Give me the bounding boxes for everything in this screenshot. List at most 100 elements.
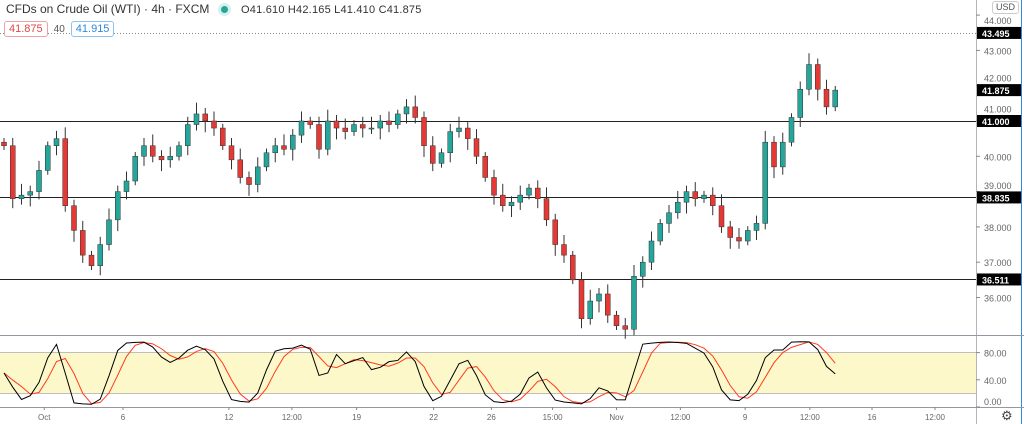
candle: [316, 124, 322, 150]
time-tick-label: 16: [868, 413, 877, 422]
candle: [193, 113, 200, 125]
price-tick-label: 37.000: [984, 258, 1012, 268]
spread-value: 40: [53, 23, 65, 35]
candle: [561, 244, 567, 256]
candle: [272, 145, 278, 154]
candle: [447, 131, 453, 154]
gear-icon[interactable]: ⚙: [1001, 408, 1013, 423]
price-label-badge: [977, 84, 1021, 97]
symbol-title[interactable]: CFDs on Crude Oil (WTI) · 4h · FXCM: [6, 2, 210, 16]
candle: [552, 219, 558, 245]
buy-price-button[interactable]: 41.915: [70, 21, 115, 37]
price-tick-label: 39.000: [984, 181, 1012, 191]
candle: [526, 187, 532, 196]
time-tick-label: 12:00: [925, 413, 946, 422]
candle: [377, 120, 383, 129]
time-tick-label: 15:00: [543, 413, 564, 422]
price-label-badge: [977, 115, 1021, 127]
price-tick-label: 36.000: [984, 294, 1012, 304]
time-tick-label: 9: [743, 413, 748, 422]
candle: [683, 191, 690, 203]
time-tick-label: 26: [487, 413, 496, 422]
candle: [465, 127, 471, 139]
candle: [692, 191, 698, 199]
candle: [97, 244, 103, 266]
time-tick-label: 22: [429, 413, 438, 422]
price-label-badge: [977, 26, 1021, 39]
candle: [823, 88, 830, 108]
oscillator-tick-label: 40.00: [984, 376, 1007, 386]
candle: [421, 117, 427, 146]
candle: [88, 254, 95, 266]
price-label: 41.875: [982, 86, 1010, 96]
candle: [106, 219, 112, 245]
time-tick-label: 12:00: [282, 413, 303, 422]
candle: [701, 194, 707, 199]
candle: [132, 156, 138, 182]
candle: [255, 166, 261, 185]
candle: [281, 145, 287, 150]
candle: [613, 314, 620, 326]
time-tick-label: Oct: [38, 413, 51, 422]
candle: [115, 191, 121, 221]
candle: [657, 223, 663, 242]
stochastic-d-line: [3, 341, 836, 405]
price-label: 38.835: [982, 193, 1010, 203]
time-tick-label: Nov: [609, 413, 623, 422]
candle: [570, 254, 576, 281]
candle: [780, 141, 786, 168]
candle: [176, 145, 182, 157]
currency-button[interactable]: USD: [992, 1, 1020, 14]
candle: [578, 279, 585, 319]
candle: [360, 124, 366, 129]
candle: [263, 152, 270, 168]
candle: [1, 141, 7, 146]
candle: [482, 156, 488, 178]
candle: [395, 113, 401, 125]
stochastic-k-line: [3, 341, 836, 405]
candle: [386, 120, 392, 125]
candle: [298, 120, 305, 136]
price-tick-label: 44.000: [984, 16, 1012, 26]
candle: [535, 187, 541, 199]
candle: [246, 177, 252, 185]
symbol-legend: CFDs on Crude Oil (WTI) · 4h · FXCM O41.…: [6, 2, 422, 16]
candle: [342, 127, 348, 132]
price-label: 41.000: [982, 117, 1010, 127]
candle: [500, 194, 506, 206]
stochastic-band: [0, 352, 976, 394]
candle: [430, 145, 436, 164]
candle: [736, 237, 742, 242]
price-label: 36.511: [982, 275, 1009, 285]
price-tick-label: 41.000: [984, 105, 1012, 115]
candle: [220, 127, 226, 146]
candle: [27, 191, 33, 196]
candle: [508, 201, 515, 206]
candle: [797, 88, 803, 118]
candle: [412, 106, 418, 118]
sell-price-button[interactable]: 41.875: [4, 21, 48, 37]
time-tick-label: 12:00: [670, 413, 691, 422]
candle: [605, 293, 611, 316]
candle: [158, 156, 165, 161]
candle: [36, 170, 42, 192]
candle: [351, 124, 357, 132]
candle: [543, 198, 550, 221]
candle: [403, 106, 410, 115]
candle: [123, 180, 130, 192]
candle: [62, 138, 68, 206]
bid-ask-panel: 41.875 40 41.915: [4, 21, 115, 37]
candle: [648, 240, 655, 263]
time-tick-label: 12: [224, 413, 233, 422]
price-label-badge: [977, 191, 1021, 204]
candle: [45, 145, 51, 171]
candle: [150, 145, 156, 157]
time-tick-label: 12:00: [800, 413, 821, 422]
candle: [290, 134, 296, 150]
oscillator-tick-label: 0.00: [984, 397, 1002, 407]
candle: [211, 120, 217, 129]
price-label-badge: [977, 273, 1021, 286]
candle: [185, 124, 191, 146]
